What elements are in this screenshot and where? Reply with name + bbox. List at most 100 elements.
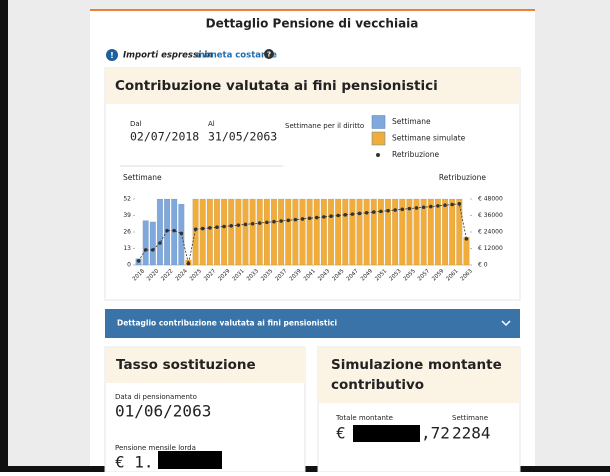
y2-axis-label: Retribuzione: [439, 173, 486, 182]
point: [314, 215, 319, 220]
point: [400, 207, 405, 212]
point: [336, 213, 340, 218]
bar: [392, 198, 399, 266]
bar: [456, 198, 463, 266]
bar: [199, 198, 206, 266]
card-title: Tasso sostituzione: [116, 357, 256, 373]
point: [272, 219, 276, 224]
point: [172, 228, 177, 233]
bar: [442, 198, 449, 266]
point: [364, 210, 369, 215]
point: [151, 248, 155, 252]
point: [371, 210, 376, 214]
bar: [221, 198, 228, 266]
point: [350, 212, 355, 216]
bar: [327, 198, 335, 266]
point: [257, 221, 262, 225]
bar: [377, 198, 384, 266]
legend-label: Settimane simulate: [392, 134, 466, 143]
redaction: [353, 425, 420, 442]
bar: [299, 198, 306, 266]
point: [136, 259, 141, 263]
bar: [313, 198, 320, 266]
point: [265, 220, 269, 225]
bar: [356, 198, 363, 266]
bar: [420, 198, 427, 266]
bar: [285, 198, 292, 266]
point: [200, 226, 205, 231]
point: [343, 213, 348, 217]
point: [193, 227, 198, 232]
point: [443, 203, 447, 207]
y2-tick-label: € 36000: [478, 212, 503, 219]
y-tick-label: 13: [123, 245, 131, 252]
point: [457, 202, 462, 206]
point: [215, 225, 219, 229]
bar: [370, 198, 377, 266]
page-title: Dettaglio Pensione di vecchiaia: [206, 17, 419, 31]
accordion-title: Dettaglio contribuzione valutata ai fini…: [117, 319, 337, 328]
amount: ,72: [421, 424, 450, 443]
point: [329, 214, 333, 218]
y2-tick-label: € 24000: [478, 229, 503, 236]
bar: [206, 198, 213, 266]
bar: [242, 198, 249, 266]
point: [357, 211, 362, 216]
point: [450, 202, 454, 207]
date: 01/06/2063: [115, 402, 211, 421]
point: [186, 261, 191, 266]
amount: €: [336, 424, 346, 443]
point: [286, 218, 291, 223]
card-title: contributivo: [331, 377, 424, 393]
help-icon[interactable]: [264, 49, 274, 59]
date: 02/07/2018: [130, 130, 199, 144]
bar: [192, 198, 199, 266]
bar: [449, 198, 456, 266]
label: Totale montante: [335, 414, 393, 422]
label: Dal: [130, 120, 142, 128]
bar: [213, 198, 221, 266]
y2-tick-label: € 12000: [478, 245, 503, 252]
bar: [263, 198, 270, 266]
label: Settimane: [452, 414, 488, 422]
bar: [256, 198, 263, 266]
legend-marker: [376, 153, 380, 157]
point: [243, 222, 248, 227]
point: [229, 224, 234, 228]
bar: [278, 198, 285, 266]
point: [158, 241, 162, 245]
weeks: 2284: [452, 424, 491, 443]
bar: [349, 198, 356, 266]
bar: [292, 198, 299, 266]
panel-border: [90, 9, 535, 11]
point: [407, 206, 412, 211]
card-title: Simulazione montante: [331, 357, 502, 373]
point: [393, 208, 397, 212]
bar: [306, 198, 313, 266]
y2-tick-label: € 0: [478, 262, 488, 269]
bar: [228, 198, 235, 266]
point: [414, 206, 419, 210]
redaction: [158, 451, 222, 469]
note-link[interactable]: moneta costante: [196, 51, 277, 61]
bar: [156, 198, 163, 266]
point: [293, 217, 298, 222]
accordion[interactable]: [105, 309, 520, 338]
y-axis-label: Settimane: [123, 173, 162, 182]
point: [165, 228, 169, 233]
point: [143, 248, 148, 252]
edge: [0, 0, 8, 472]
date: 31/05/2063: [208, 130, 277, 144]
bar: [342, 198, 349, 266]
card-title: Contribuzione valutata ai fini pensionis…: [115, 78, 438, 94]
card-header: [105, 347, 305, 383]
label: Settimane per il diritto: [285, 122, 364, 130]
y2-tick-label: € 48000: [478, 196, 503, 203]
legend-marker: [371, 115, 386, 129]
bar: [399, 198, 406, 266]
label: Data di pensionamento: [115, 393, 197, 401]
y-tick-label: 26: [123, 229, 131, 236]
bar: [413, 198, 420, 266]
y-tick-label: 0: [127, 262, 131, 269]
